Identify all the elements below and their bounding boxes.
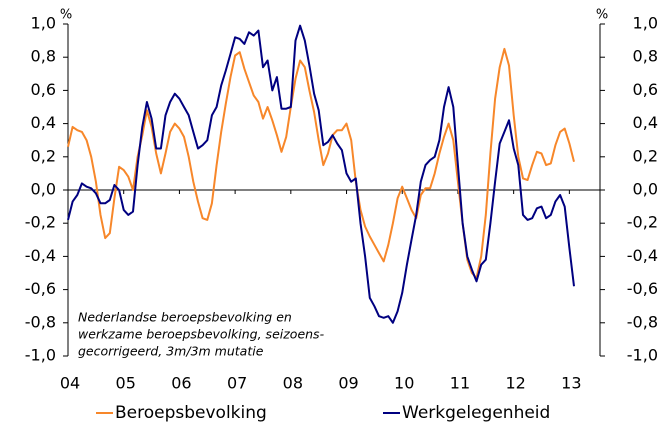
x-tick-label: 06 — [171, 374, 191, 393]
x-tick-label: 10 — [394, 374, 414, 393]
y-tick-label: -1,0 — [25, 346, 56, 365]
y2-tick-label: -0,8 — [627, 312, 658, 331]
y-tick-label: -0,8 — [25, 312, 56, 331]
y2-tick-label: -0,2 — [627, 213, 658, 232]
y2-tick-label: -0,6 — [627, 279, 658, 298]
y2-unit: % — [596, 8, 608, 23]
y-tick-label: -0,6 — [25, 279, 56, 298]
x-tick-label: 13 — [561, 374, 581, 393]
x-tick-label: 11 — [450, 374, 470, 393]
x-tick-label: 12 — [505, 374, 525, 393]
x-tick-label: 07 — [227, 374, 247, 393]
x-tick-label: 09 — [338, 374, 358, 393]
legend-label: Werkgelegenheid — [402, 403, 550, 423]
y-unit: % — [60, 8, 72, 23]
y2-tick-label: 0,4 — [633, 113, 658, 132]
y-tick-label: 0,8 — [31, 47, 56, 66]
y-tick-label: 0,2 — [31, 146, 56, 165]
y2-tick-label: -1,0 — [627, 346, 658, 365]
x-tick-label: 08 — [283, 374, 303, 393]
x-tick-label: 04 — [60, 374, 80, 393]
y-tick-label: 1,0 — [31, 14, 56, 33]
y2-tick-label: -0,4 — [627, 246, 658, 265]
x-tick-label: 05 — [116, 374, 136, 393]
y-tick-label: 0,4 — [31, 113, 56, 132]
y-tick-label: -0,4 — [25, 246, 56, 265]
y-tick-label: 0,0 — [31, 180, 56, 199]
series-line — [67, 24, 575, 324]
legend-label: Beroepsbevolking — [115, 403, 267, 423]
y2-tick-label: 0,2 — [633, 146, 658, 165]
series-line — [67, 47, 575, 279]
y-tick-label: 0,6 — [31, 80, 56, 99]
annotation: werkzame beroepsbevolking, seizoens- — [78, 327, 325, 342]
annotation: gecorrigeerd, 3m/3m mutatie — [78, 344, 264, 359]
annotation: Nederlandse beroepsbevolking en — [78, 310, 292, 325]
y2-tick-label: 0,6 — [633, 80, 658, 99]
y2-tick-label: 0,8 — [633, 47, 658, 66]
y2-tick-label: 0,0 — [633, 180, 658, 199]
y2-tick-label: 1,0 — [633, 14, 658, 33]
y-tick-label: -0,2 — [25, 213, 56, 232]
